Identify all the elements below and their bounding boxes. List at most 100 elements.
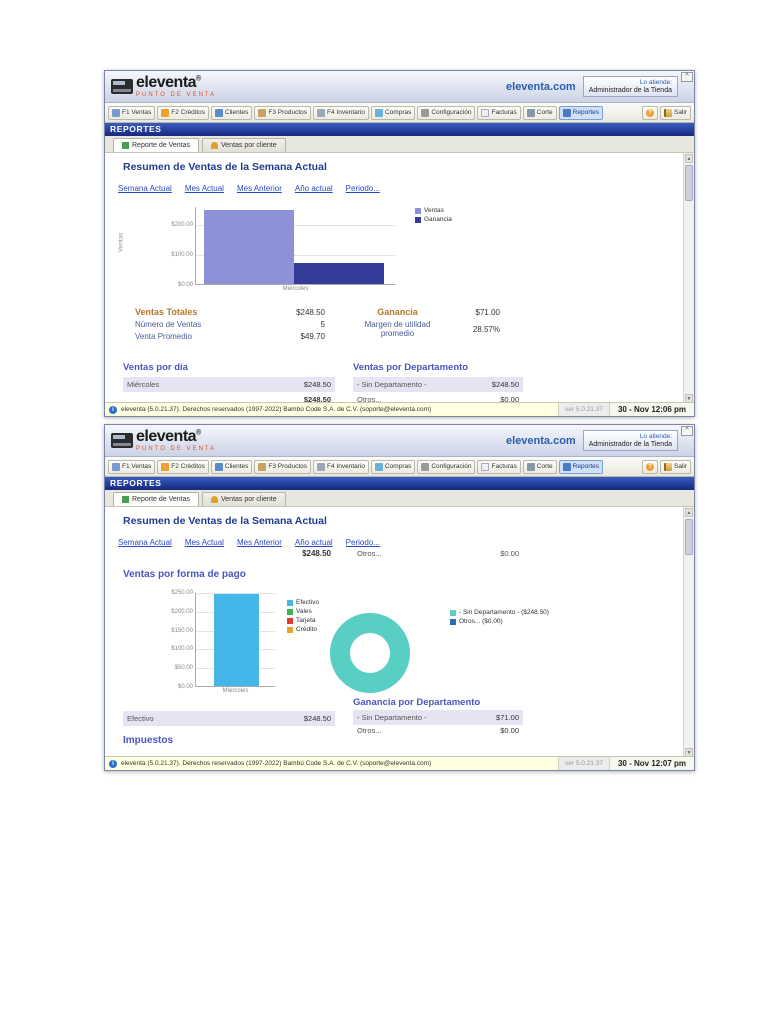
forma-de-pago-chart: $250.00 $200.00 $150.00 $100.00 $50.00 $… [125,587,405,705]
toolbar-button-reportes[interactable]: Reportes [558,459,604,474]
y-tick-label: $250.00 [171,590,193,596]
collapse-button[interactable]: ^ [681,72,693,82]
departamento-row-carryover: Otros... $0.00 [353,549,523,558]
link-periodo[interactable]: Periodo... [345,184,380,193]
scroll-up-arrow[interactable]: ▲ [685,154,693,163]
legend-label: Crédito [296,626,317,633]
scrollbar-thumb[interactable] [685,519,693,555]
link-semana-actual[interactable]: Semana Actual [118,538,172,547]
ventas-por-departamento-title: Ventas por Departamento [353,362,469,373]
clientes-icon [214,108,223,117]
toolbar-button-f4-inventario[interactable]: F4 Inventario [313,459,369,474]
inventario-icon [317,108,326,117]
copyright-text: eleventa (5.0.21.37). Derechos reservado… [121,760,432,767]
toolbar-button-f2-creditos[interactable]: F2 Créditos [157,105,209,120]
ganancia-bar [294,262,384,284]
tab-reporte-de-ventas[interactable]: Reporte de Ventas [113,138,199,152]
dept-label: Otros... [357,549,382,558]
toolbar-button-f3-productos[interactable]: F3 Productos [254,459,312,474]
y-tick-label: $200.00 [171,222,193,228]
toolbar-button-f1-ventas[interactable]: F1 Ventas [108,105,156,120]
y-tick-label: $0.00 [177,282,193,288]
table-row: Otros... $0.00 [353,392,523,404]
toolbar-button-corte[interactable]: Corte [522,459,557,474]
vertical-scrollbar[interactable]: ▲ ▼ [683,507,694,758]
eleventa-com-link[interactable]: eleventa.com [506,80,576,93]
tab-ventas-por-cliente[interactable]: Ventas por cliente [202,492,286,506]
legend-swatch [287,626,293,633]
link-ano-actual[interactable]: Año actual [294,184,333,193]
toolbar-button-f4-inventario[interactable]: F4 Inventario [313,105,369,120]
dept-value: $248.50 [491,380,519,389]
legend-item: Crédito [287,626,319,633]
toolbar-button-f2-creditos[interactable]: F2 Créditos [157,459,209,474]
app-window-1: eleventa® PUNTO DE VENTA eleventa.com Lo… [104,70,695,417]
cash-register-icon [111,79,133,94]
report-content-1: Resumen de Ventas de la Semana Actual Se… [105,153,694,404]
gear-icon [421,108,430,117]
exit-button[interactable]: Salir [659,459,691,474]
collapse-button[interactable]: ^ [681,426,693,436]
y-tick-label: $0.00 [177,684,193,690]
table-row: - Sin Departamento - $248.50 [353,377,523,392]
table-row: Miércoles $248.50 [123,377,335,392]
ventas-bar [204,210,294,284]
toolbar-button-compras[interactable]: Compras [370,105,416,120]
legend-item: - Sin Departamento - ($248.50) [450,609,549,616]
link-mes-anterior[interactable]: Mes Anterior [236,184,282,193]
summary-row: Margen de utilidad promedio 28.57% [355,320,500,338]
help-button[interactable]: ? [641,105,658,120]
eleventa-com-link[interactable]: eleventa.com [506,434,576,447]
link-semana-actual[interactable]: Semana Actual [118,184,172,193]
version-label: ver 5.0.21.37 [558,757,609,770]
tab-ventas-por-cliente[interactable]: Ventas por cliente [202,138,286,152]
chart-legend: Ventas Ganancia [415,207,452,225]
report-chart-icon [122,496,129,503]
attendant-label: Lo atiende: [639,79,672,86]
report-chart-icon [122,142,129,149]
info-icon: i [109,405,117,414]
chart-plot-area: $250.00 $200.00 $150.00 $100.00 $50.00 $… [171,590,275,694]
venta-promedio-label: Venta Promedio [135,332,192,341]
client-icon [211,496,218,503]
link-periodo[interactable]: Periodo... [345,538,380,547]
scroll-up-arrow[interactable]: ▲ [685,508,693,517]
toolbar-button-facturas[interactable]: Facturas [477,105,521,120]
link-ano-actual[interactable]: Año actual [294,538,333,547]
toolbar-button-f3-productos[interactable]: F3 Productos [254,105,312,120]
scrollbar-thumb[interactable] [685,165,693,201]
toolbar-button-corte[interactable]: Corte [522,105,557,120]
ganancia-label: Ganancia [377,307,418,317]
link-mes-actual[interactable]: Mes Actual [184,538,224,547]
legend-label: Ganancia [424,216,452,223]
ventas-por-departamento-table: Ventas por Departamento - Sin Departamen… [353,362,523,404]
chart-legend: Efectivo Vales Tarjeta Crédito [287,599,319,635]
period-links: Semana Actual Mes Actual Mes Anterior Año a… [118,184,393,193]
dept-label: Otros... [357,726,382,735]
ventas-icon [112,108,120,117]
link-mes-anterior[interactable]: Mes Anterior [236,538,282,547]
toolbar-button-compras[interactable]: Compras [370,459,416,474]
toolbar-button-reportes[interactable]: Reportes [558,105,604,120]
legend-label: Otros... ($0.00) [459,618,503,625]
sales-summary: Ventas Totales $248.50 Número de Ventas 5 … [135,307,500,344]
clientes-icon [214,462,223,471]
exit-button[interactable]: Salir [659,105,691,120]
toolbar-button-configuracion[interactable]: Configuración [417,459,476,474]
link-mes-actual[interactable]: Mes Actual [184,184,224,193]
legend-swatch [450,609,456,616]
toolbar-button-f1-ventas[interactable]: F1 Ventas [108,459,156,474]
toolbar-button-clientes[interactable]: Clientes [210,459,253,474]
vertical-scrollbar[interactable]: ▲ ▼ [683,153,694,404]
info-icon: i [109,759,117,768]
donut-ring [330,613,410,693]
status-bar: i eleventa (5.0.21.37). Derechos reserva… [105,756,694,770]
tab-reporte-de-ventas[interactable]: Reporte de Ventas [113,492,199,506]
toolbar-button-clientes[interactable]: Clientes [210,105,253,120]
attendant-box: Lo atiende: Administrador de la Tienda [582,76,678,97]
help-button[interactable]: ? [641,459,658,474]
legend-item: Otros... ($0.00) [450,618,549,625]
toolbar-button-facturas[interactable]: Facturas [477,459,521,474]
toolbar-button-configuracion[interactable]: Configuración [417,105,476,120]
summary-row: Número de Ventas 5 [135,320,325,329]
